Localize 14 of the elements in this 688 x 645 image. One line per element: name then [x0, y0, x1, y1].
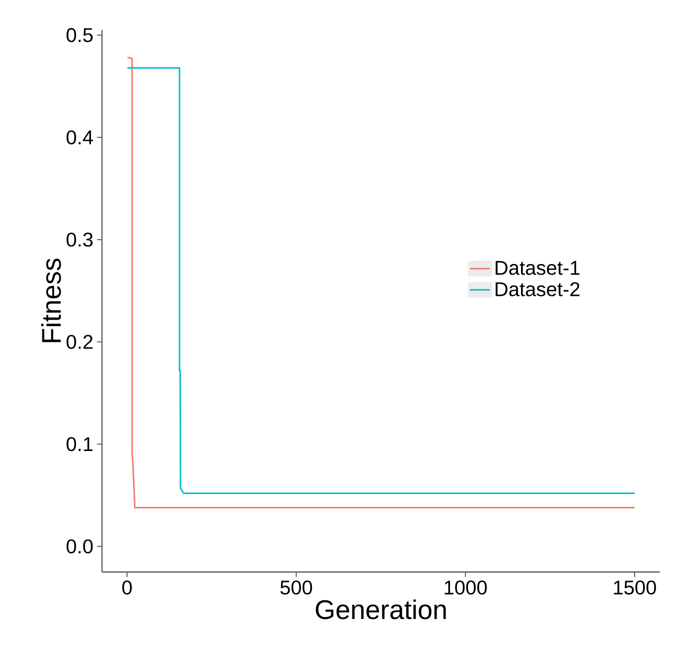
x-tick-label: 1000: [444, 580, 487, 595]
y-tick-label: 0.3: [66, 232, 93, 247]
y-tick-label: 0.0: [66, 539, 93, 554]
legend-label: Dataset-2: [496, 282, 580, 296]
y-tick-label: 0.5: [66, 28, 93, 42]
y-axis-title: Fitness: [41, 258, 61, 342]
y-tick-label: 0.2: [66, 334, 92, 349]
y-tick-label: 0.1: [66, 437, 93, 452]
x-tick-label: 1500: [614, 580, 656, 595]
x-axis-title: Generation: [316, 599, 446, 620]
legend-label: Dataset-1: [496, 261, 580, 275]
x-tick-label: 500: [280, 580, 312, 595]
y-tick-label: 0.4: [66, 130, 93, 144]
x-tick-label: 0: [122, 580, 132, 595]
